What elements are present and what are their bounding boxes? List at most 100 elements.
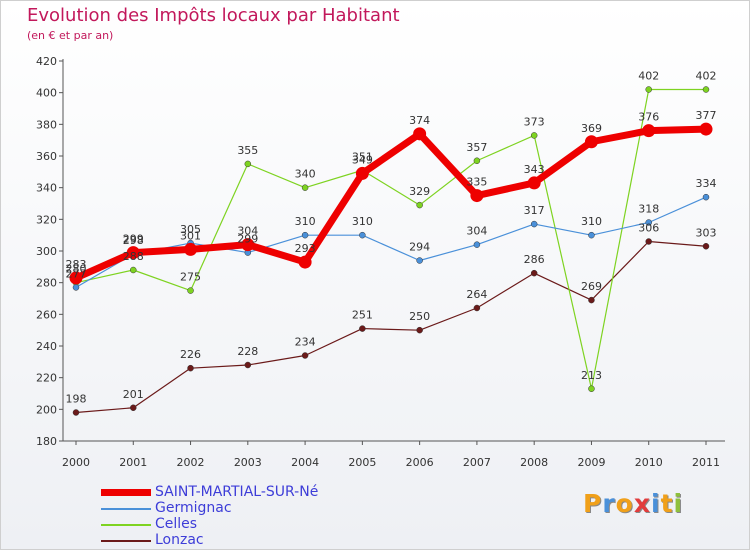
series-line	[75, 196, 707, 289]
data-label: 310	[352, 215, 373, 228]
data-label: 283	[66, 258, 87, 271]
data-point	[413, 127, 427, 141]
legend-label: Germignac	[155, 500, 232, 516]
legend-swatch	[101, 489, 151, 496]
data-label: 198	[66, 393, 87, 406]
data-point	[642, 124, 656, 138]
y-tick-label: 380	[36, 118, 57, 131]
data-label: 340	[295, 168, 316, 181]
legend-swatch	[101, 540, 151, 542]
data-point	[588, 385, 595, 392]
logo-letter: x	[633, 489, 651, 518]
data-point	[301, 231, 309, 239]
chart-subtitle: (en € et par an)	[27, 29, 114, 42]
chart-title: Evolution des Impôts locaux par Habitant	[27, 5, 400, 26]
legend-label: SAINT-MARTIAL-SUR-Né	[155, 484, 319, 500]
y-tick-label: 320	[36, 213, 57, 226]
data-point	[588, 296, 595, 304]
x-tick-label: 2002	[177, 456, 205, 469]
data-point	[702, 86, 710, 93]
data-label: 334	[696, 177, 717, 190]
data-point	[241, 238, 255, 252]
legend-swatch	[101, 524, 151, 526]
data-point	[470, 189, 484, 203]
data-point	[244, 160, 252, 168]
x-tick-label: 2006	[406, 456, 434, 469]
data-label: 373	[524, 115, 545, 128]
chart-legend: SAINT-MARTIAL-SUR-Né Germignac Celles Lonza…	[101, 484, 361, 549]
logo-letter: i	[651, 489, 661, 518]
data-label: 264	[466, 288, 487, 301]
data-label: 374	[409, 114, 430, 127]
data-label: 349	[352, 153, 373, 166]
legend-swatch	[101, 508, 151, 510]
logo-letter: o	[615, 489, 634, 518]
y-tick-label: 220	[36, 372, 57, 385]
y-tick-label: 260	[36, 308, 57, 321]
data-point	[130, 404, 137, 411]
data-point	[184, 242, 198, 256]
logo-letter: t	[660, 489, 674, 518]
data-point	[244, 361, 252, 369]
series-line	[72, 125, 710, 282]
x-tick-label: 2008	[520, 456, 548, 469]
data-point	[645, 86, 652, 93]
data-point	[530, 132, 538, 139]
data-label: 294	[409, 241, 430, 254]
data-point	[301, 352, 309, 359]
data-point	[645, 219, 652, 226]
data-label: 288	[123, 250, 144, 263]
x-tick-label: 2005	[348, 456, 376, 469]
data-point	[72, 409, 80, 416]
data-point	[584, 135, 598, 149]
data-point	[699, 122, 713, 136]
x-tick-label: 2000	[62, 456, 90, 469]
data-point	[359, 231, 366, 239]
data-label: 402	[638, 70, 659, 83]
data-label: 335	[466, 176, 487, 189]
data-label: 269	[581, 280, 602, 293]
data-point	[359, 325, 366, 332]
legend-item: SAINT-MARTIAL-SUR-Né	[101, 484, 361, 501]
data-point	[416, 326, 423, 334]
data-point	[473, 304, 481, 312]
data-point	[702, 243, 710, 250]
data-label: 277	[66, 267, 87, 280]
data-point	[527, 176, 541, 190]
data-point	[187, 287, 194, 294]
y-tick-label: 420	[36, 55, 57, 68]
data-label: 317	[524, 204, 545, 217]
data-label: 301	[180, 229, 201, 242]
data-point	[702, 193, 710, 201]
data-label: 351	[352, 150, 373, 163]
x-tick-label: 2009	[577, 456, 605, 469]
data-label: 303	[696, 226, 717, 239]
y-tick-label: 280	[36, 277, 57, 290]
legend-item: Germignac	[101, 500, 361, 517]
data-label: 275	[180, 271, 201, 284]
data-label: 318	[638, 203, 659, 216]
data-label: 343	[524, 163, 545, 176]
data-label: 377	[696, 109, 717, 122]
data-point	[298, 255, 312, 269]
logo-letter: P	[583, 489, 603, 518]
data-label: 299	[237, 233, 258, 246]
data-label: 357	[466, 141, 487, 154]
x-tick-label: 2007	[463, 456, 491, 469]
data-point	[130, 266, 137, 274]
x-tick-label: 2004	[291, 456, 319, 469]
data-label: 305	[180, 223, 201, 236]
data-label: 250	[409, 310, 430, 323]
legend-item: Celles	[101, 516, 361, 533]
data-point	[126, 246, 140, 260]
data-label: 306	[638, 222, 659, 235]
y-tick-label: 300	[36, 245, 57, 258]
data-point	[416, 257, 423, 264]
data-label: 226	[180, 348, 201, 361]
data-point	[530, 220, 538, 228]
data-point	[416, 201, 423, 209]
data-point	[588, 231, 595, 239]
y-tick-label: 400	[36, 87, 57, 100]
x-tick-label: 2001	[119, 456, 147, 469]
